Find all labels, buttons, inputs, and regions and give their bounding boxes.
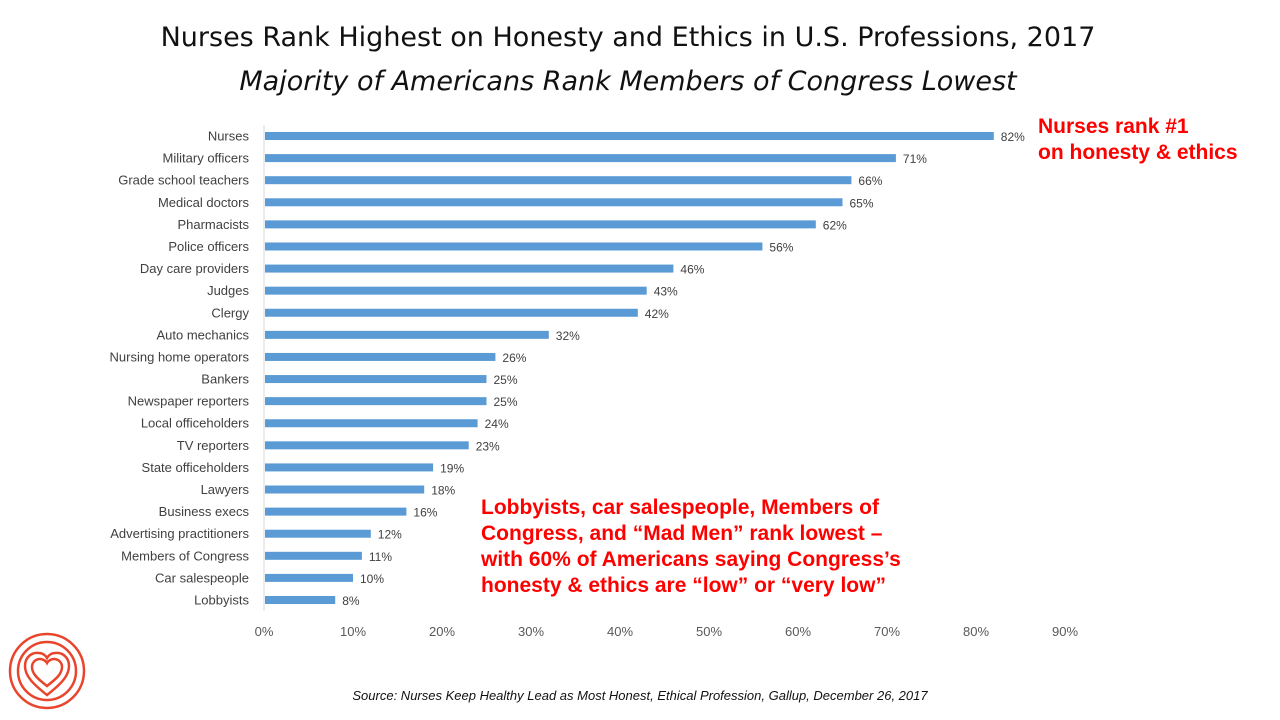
source-note: Source: Nurses Keep Healthy Lead as Most… [352,688,928,703]
concentric-heart-logo-icon [8,632,86,710]
x-tick-label: 70% [874,624,900,639]
bar [265,286,647,295]
chart-subtitle: Majority of Americans Rank Members of Co… [239,66,1017,97]
data-label: 10% [360,572,384,586]
category-label: Lobbyists [194,593,249,608]
data-label: 46% [680,263,704,277]
data-label: 42% [645,307,669,321]
data-label: 18% [431,484,455,498]
bar [265,507,407,516]
bar [265,573,353,582]
data-label: 56% [769,240,793,254]
chart-title: Nurses Rank Highest on Honesty and Ethic… [160,22,1096,53]
category-label: TV reporters [177,438,250,453]
annotation-line: on honesty & ethics [1038,141,1238,164]
annotation-top: Nurses rank #1 on honesty & ethics [1038,114,1238,166]
category-label: Pharmacists [177,217,249,232]
x-tick-label: 60% [785,624,811,639]
category-label: Auto mechanics [157,327,250,342]
bar [265,308,638,317]
category-label: Judges [207,283,249,298]
category-label: Local officeholders [141,416,250,431]
bar [265,397,487,406]
category-label: Day care providers [140,261,250,276]
data-label: 25% [494,395,518,409]
data-label: 12% [378,528,402,542]
category-label: Members of Congress [121,548,249,563]
bar [265,485,425,494]
x-tick-label: 50% [696,624,722,639]
category-label: Nursing home operators [110,349,250,364]
category-label: Car salespeople [155,570,249,585]
x-tick-label: 10% [340,624,366,639]
category-label: Newspaper reporters [128,394,250,409]
data-label: 82% [1001,130,1025,144]
annotation-line: Lobbyists, car salespeople, Members of [481,496,879,519]
x-tick-label: 20% [429,624,455,639]
bar [265,132,994,140]
category-label: Nurses [208,129,250,144]
data-label: 8% [342,594,360,608]
bar [265,529,371,538]
data-label: 71% [903,152,927,166]
x-tick-label: 80% [963,624,989,639]
annotation-line: Nurses rank #1 [1038,115,1189,138]
bar [265,154,896,163]
data-label: 65% [850,196,874,210]
bar [265,176,852,185]
x-tick-label: 30% [518,624,544,639]
data-label: 23% [476,439,500,453]
category-label: Business execs [159,504,250,519]
data-label: 16% [413,506,437,520]
data-label: 66% [858,174,882,188]
x-tick-label: 0% [255,624,274,639]
bar [265,551,362,560]
bar [265,242,763,251]
annotation-bottom: Lobbyists, car salespeople, Members of C… [481,495,901,599]
category-label: Bankers [201,372,249,387]
data-label: 19% [440,461,464,475]
data-label: 32% [556,329,580,343]
bar [265,264,674,273]
data-label: 11% [369,550,392,564]
data-label: 25% [494,373,518,387]
bar [265,441,469,450]
annotation-line: Congress, and “Mad Men” rank lowest – [481,522,883,545]
annotation-line: honesty & ethics are “low” or “very low” [481,574,886,597]
data-label: 24% [485,417,509,431]
category-label: Police officers [168,239,249,254]
x-tick-label: 40% [607,624,633,639]
category-label: Military officers [163,151,250,166]
bar [265,596,336,604]
bar [265,330,549,339]
category-label: Medical doctors [158,195,250,210]
bar [265,220,816,229]
annotation-line: with 60% of Americans saying Congress’s [481,548,901,571]
bar [265,419,478,428]
data-label: 62% [823,218,847,232]
category-label: Grade school teachers [118,173,249,188]
bar [265,375,487,384]
bar [265,352,496,361]
bar [265,463,434,472]
x-tick-label: 90% [1052,624,1078,639]
category-label: Lawyers [201,482,250,497]
data-label: 43% [654,285,678,299]
category-label: Clergy [211,305,249,320]
category-label: Advertising practitioners [110,526,249,541]
bar [265,198,843,207]
data-label: 26% [502,351,526,365]
category-label: State officeholders [142,460,250,475]
